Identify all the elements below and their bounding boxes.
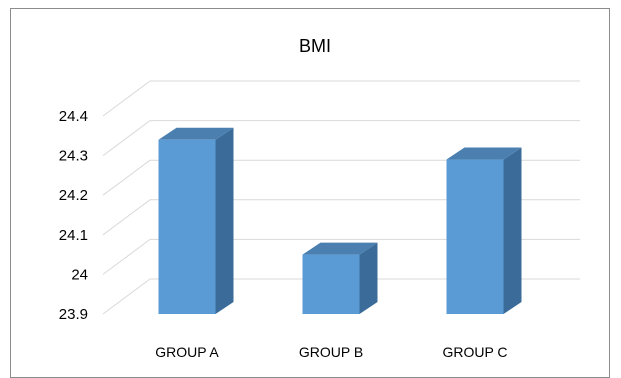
gridline-diagonal — [102, 159, 151, 196]
x-tick-label: GROUP B — [299, 344, 363, 360]
bar-top — [158, 127, 234, 140]
y-tick-label: 24.3 — [59, 148, 88, 165]
x-tick-label: GROUP C — [442, 344, 507, 360]
bar — [446, 159, 504, 314]
y-tick-label: 23.9 — [59, 306, 88, 323]
y-axis-ticks: 23.9 24 24.1 24.2 24.3 24.4 — [59, 108, 88, 323]
x-axis-labels: GROUP A GROUP B GROUP C — [155, 344, 507, 360]
y-tick-label: 24.1 — [59, 227, 88, 244]
bar — [158, 139, 216, 314]
bars — [158, 127, 522, 314]
chart-title: BMI — [299, 36, 331, 56]
bar-side — [503, 147, 522, 314]
bar-top — [446, 147, 522, 160]
gridline-diagonal — [102, 120, 151, 157]
bar — [302, 254, 360, 314]
bar-side — [359, 242, 378, 314]
y-tick-label: 24 — [71, 266, 88, 283]
gridline-diagonal — [102, 199, 151, 236]
y-tick-label: 24.2 — [59, 187, 88, 204]
bar-side — [215, 127, 234, 314]
gridline-diagonal — [102, 278, 151, 315]
x-tick-label: GROUP A — [155, 344, 219, 360]
gridline-diagonal — [102, 238, 151, 275]
bar-top — [302, 242, 378, 255]
gridline-diagonal — [102, 80, 151, 117]
y-tick-label: 24.4 — [59, 108, 88, 125]
